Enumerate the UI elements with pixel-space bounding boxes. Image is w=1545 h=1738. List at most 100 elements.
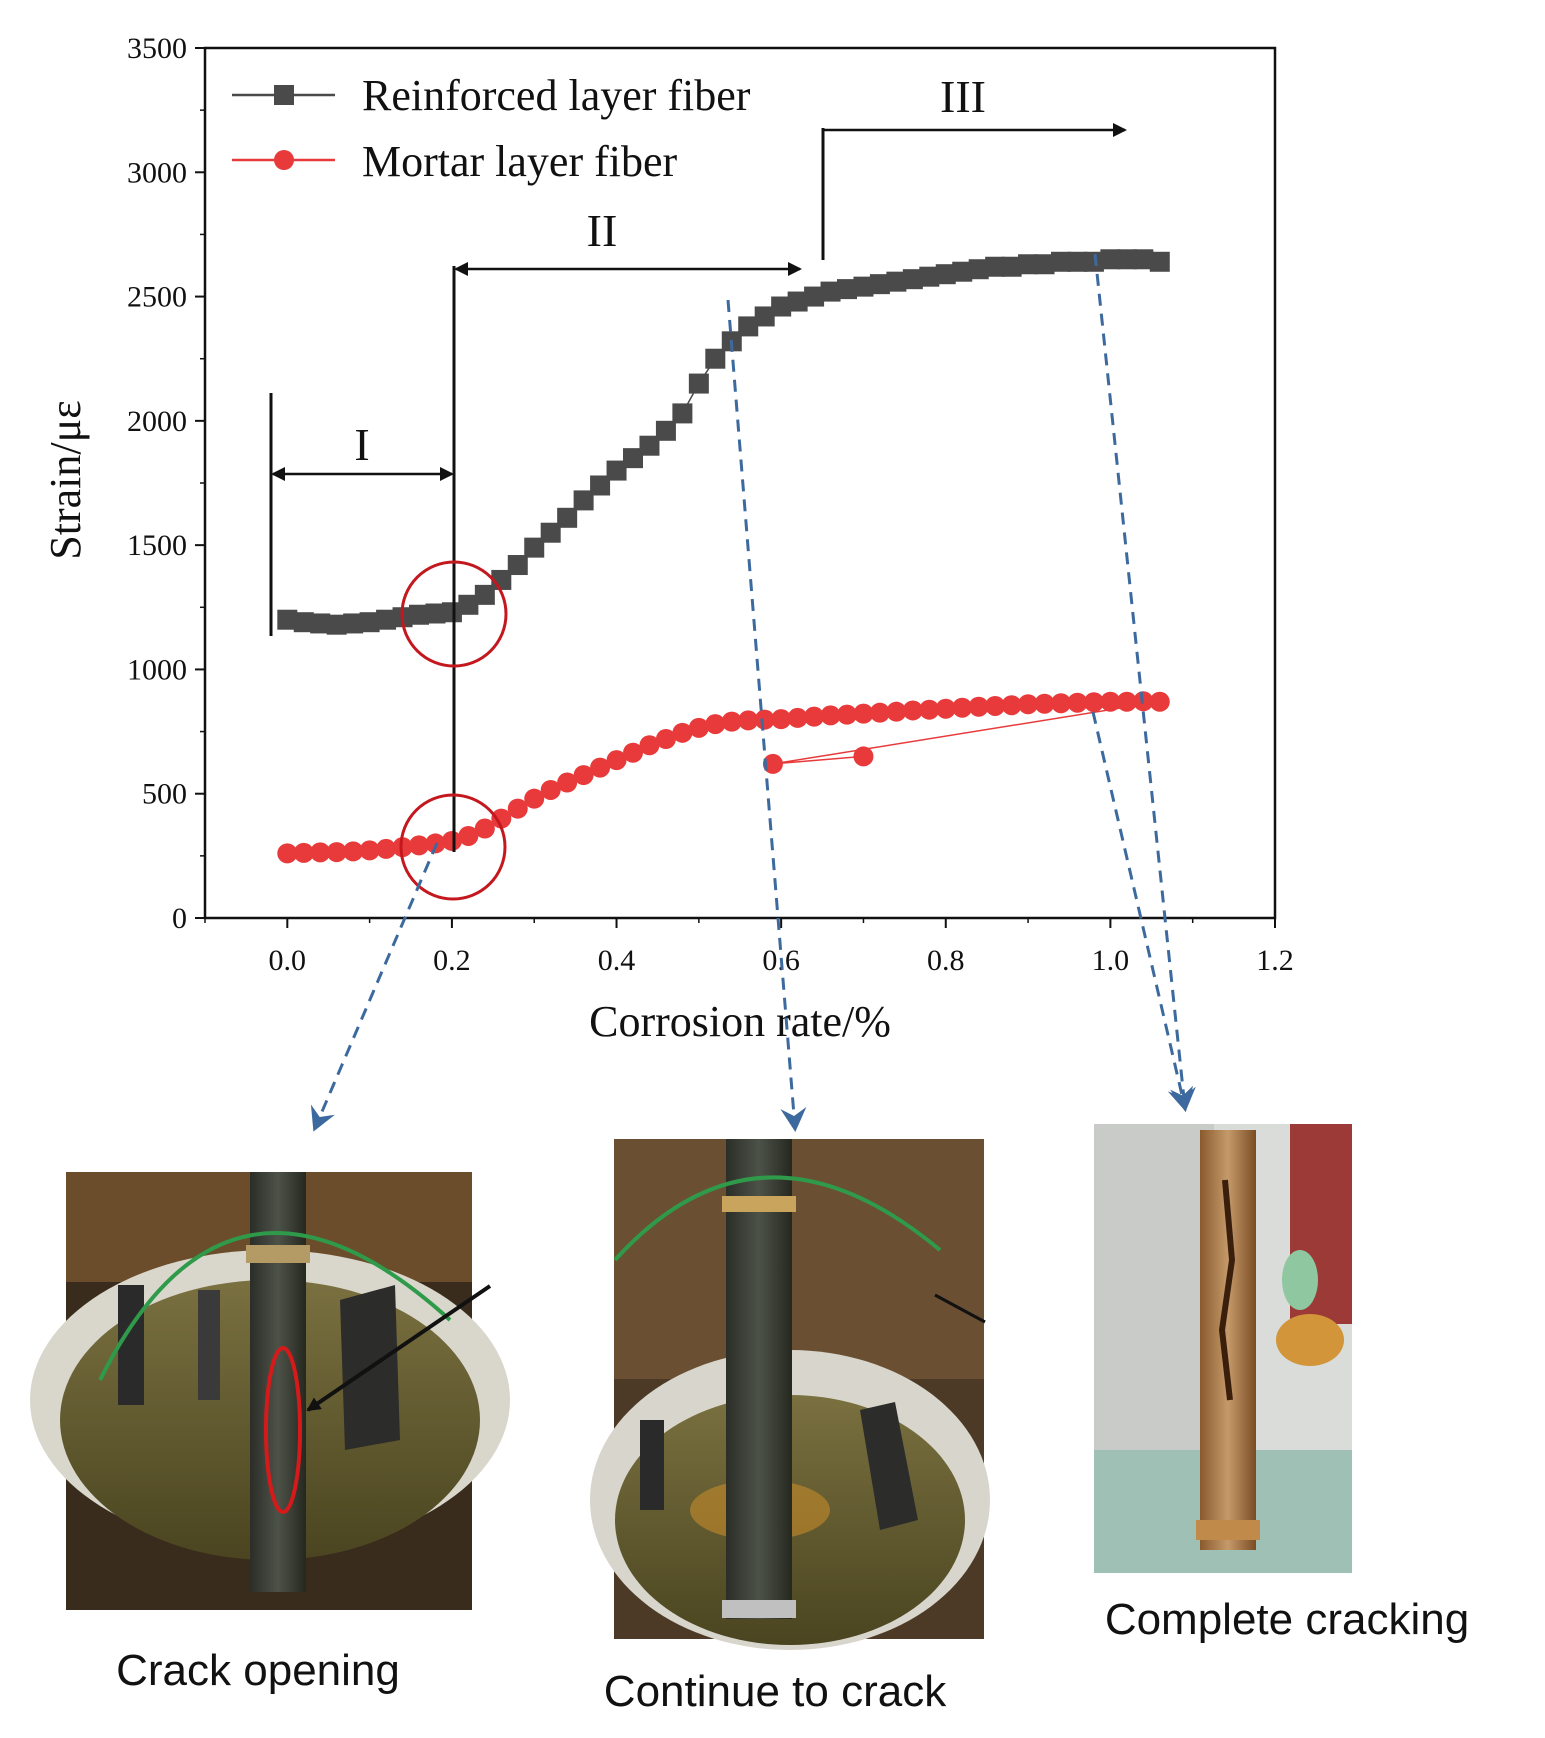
stage-i-label: I: [354, 419, 369, 470]
data-point: [639, 735, 660, 756]
data-point: [540, 522, 561, 543]
data-point: [639, 435, 660, 456]
data-point: [1018, 694, 1039, 715]
data-point: [359, 840, 380, 861]
data-point: [837, 704, 857, 725]
highlight-circle-mortar: [399, 793, 507, 901]
arrow-to-photo-3a: [1093, 253, 1196, 1112]
x-tick-label: 0.2: [433, 944, 471, 977]
caption-complete-cracking: Complete cracking: [1105, 1595, 1469, 1644]
stage-ii-label: II: [587, 205, 618, 256]
data-point: [771, 709, 792, 730]
data-point: [1051, 693, 1071, 714]
stage-annotations: I II III: [269, 71, 1127, 852]
x-axis-ticks: 0.00.20.40.60.81.01.2: [204, 918, 1294, 977]
legend-marker-mortar: [274, 150, 294, 170]
data-point: [392, 837, 413, 858]
data-point: [1067, 692, 1088, 713]
data-point: [919, 266, 940, 287]
data-point: [491, 808, 512, 829]
data-point: [524, 788, 545, 809]
data-point: [738, 316, 759, 337]
stage-iii-label: III: [940, 71, 986, 122]
data-point: [1149, 251, 1170, 272]
data-point: [853, 746, 874, 767]
data-point: [623, 448, 643, 469]
data-point: [1018, 254, 1039, 275]
data-point: [1083, 692, 1104, 713]
data-point: [985, 695, 1006, 716]
data-point: [919, 699, 940, 720]
y-tick-label: 1000: [127, 653, 187, 686]
data-point: [1001, 256, 1022, 277]
data-point: [359, 612, 380, 633]
data-point: [935, 264, 956, 285]
x-axis-title: Corrosion rate/%: [589, 997, 891, 1046]
data-point: [655, 729, 676, 750]
data-point: [762, 753, 783, 774]
photo-link-arrows: [310, 253, 1196, 1132]
legend-label-mortar: Mortar layer fiber: [362, 137, 678, 186]
data-point: [771, 296, 792, 317]
data-point: [705, 348, 726, 369]
data-point: [804, 286, 825, 307]
data-point: [557, 507, 578, 528]
data-point: [343, 613, 364, 634]
photo-continue-to-crack: [590, 1139, 990, 1650]
data-point: [985, 256, 1006, 277]
data-point: [376, 838, 397, 859]
arrow-to-photo-1: [310, 842, 439, 1132]
data-point: [623, 742, 643, 763]
legend-marker-reinforced: [274, 85, 294, 105]
y-tick-label: 2500: [127, 281, 187, 314]
y-tick-label: 0: [172, 902, 187, 935]
data-point: [688, 717, 709, 738]
data-point: [326, 842, 347, 863]
data-point: [820, 281, 841, 302]
photo-crack-opening: [30, 1172, 510, 1610]
legend-label-reinforced: Reinforced layer fiber: [362, 71, 751, 120]
x-tick-label: 1.0: [1092, 944, 1130, 977]
data-point: [606, 460, 627, 481]
y-tick-label: 3500: [127, 32, 187, 65]
data-point: [441, 602, 462, 623]
data-point: [293, 842, 314, 863]
data-point: [869, 274, 890, 295]
data-point: [1116, 691, 1137, 712]
y-tick-label: 3000: [127, 156, 187, 189]
data-point: [458, 825, 479, 846]
photo-complete-cracking: [1094, 1124, 1352, 1573]
data-point: [1034, 254, 1055, 275]
data-point: [540, 779, 561, 800]
data-point: [458, 594, 479, 615]
data-point: [1133, 249, 1154, 270]
data-point: [952, 697, 973, 718]
y-axis-ticks: 0 500 1000 1500 2000 2500 3000 3500: [127, 32, 205, 935]
data-point: [902, 269, 923, 290]
data-point: [738, 710, 759, 731]
series-mortar: [277, 691, 1170, 864]
y-axis-title: Strain/με: [41, 400, 90, 559]
data-point: [754, 306, 775, 327]
data-point: [1100, 249, 1121, 270]
data-point: [935, 698, 956, 719]
series-line: [287, 258, 1160, 626]
data-point: [474, 584, 495, 605]
data-point: [886, 701, 907, 722]
data-point: [853, 703, 874, 724]
data-point: [441, 830, 462, 851]
data-point: [573, 490, 594, 511]
data-point: [277, 843, 298, 864]
data-point: [886, 271, 907, 292]
data-point: [606, 750, 627, 771]
data-point: [524, 537, 545, 558]
data-point: [869, 702, 890, 723]
data-point: [557, 772, 578, 793]
data-point: [968, 696, 989, 717]
caption-crack-opening: Crack opening: [116, 1646, 400, 1695]
data-point: [293, 612, 314, 633]
data-point: [853, 276, 874, 297]
data-point: [672, 722, 693, 743]
data-point: [1051, 251, 1071, 272]
data-point: [409, 604, 429, 625]
